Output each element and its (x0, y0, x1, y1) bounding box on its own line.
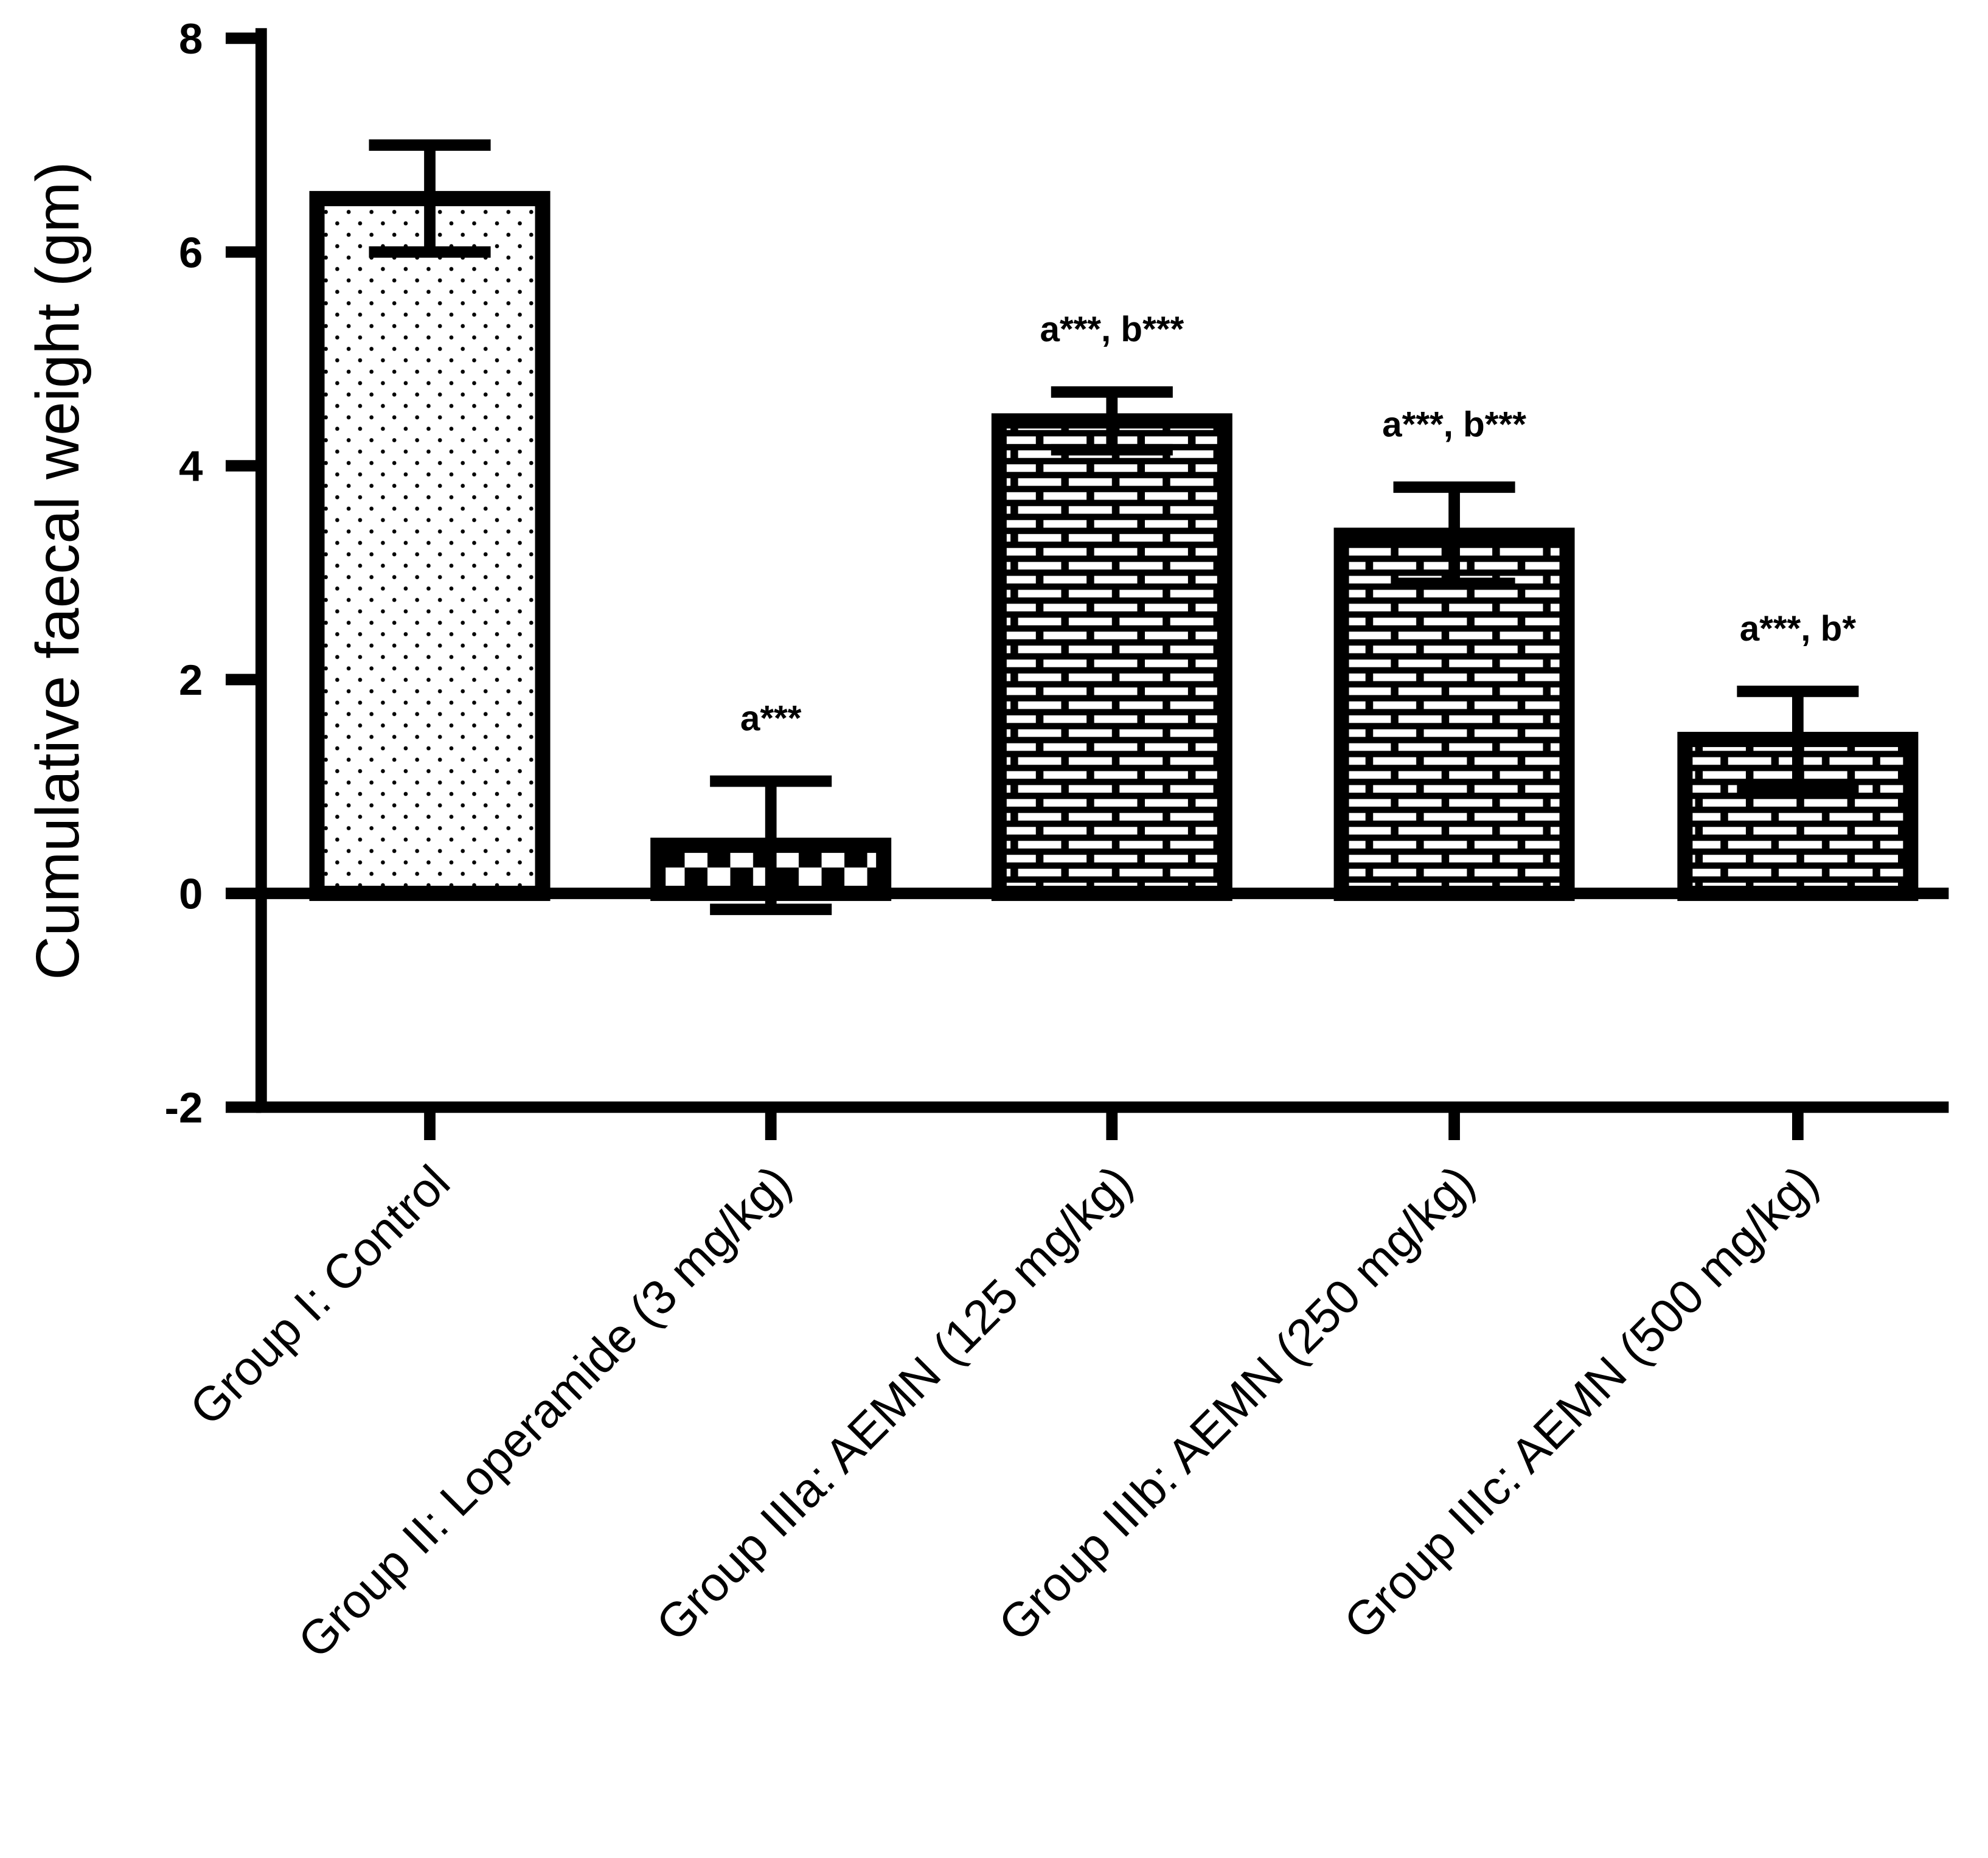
significance-annotation: a***, b*** (1040, 310, 1184, 349)
bar (1677, 731, 1919, 901)
y-tick-label: 8 (179, 15, 203, 63)
bar (309, 190, 551, 901)
y-tick-label: -2 (164, 1084, 203, 1132)
bar (1333, 527, 1575, 901)
significance-annotation: a***, b* (1740, 609, 1857, 649)
y-axis-label: Cumulative faecal weight (gm) (24, 162, 92, 980)
y-tick-label: 2 (179, 656, 203, 705)
y-tick-label: 6 (179, 229, 203, 277)
x-tick-label: Group I: Control (179, 1155, 460, 1435)
bar (991, 413, 1232, 901)
bars (309, 139, 1919, 916)
y-tick-label: 0 (179, 870, 203, 918)
y-tick-label: 4 (179, 443, 203, 491)
significance-annotation: a***, b*** (1382, 405, 1526, 444)
significance-annotation: a*** (740, 699, 802, 739)
